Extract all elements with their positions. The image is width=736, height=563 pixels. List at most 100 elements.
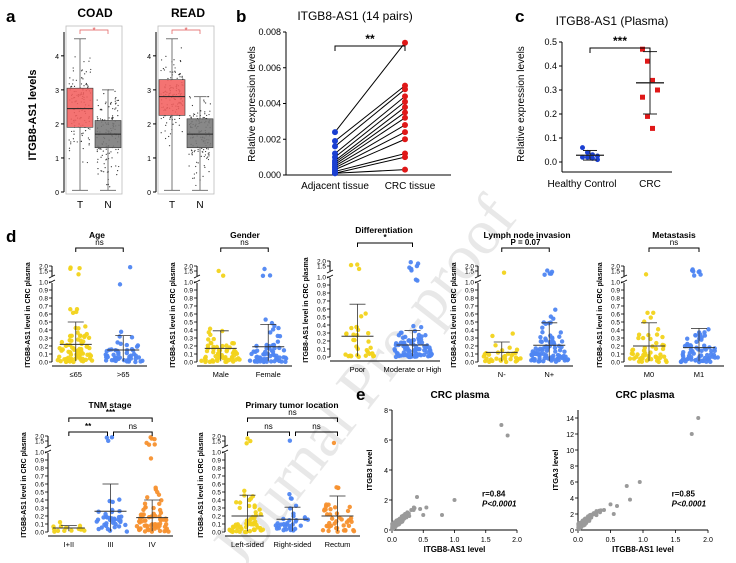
crc-point bbox=[650, 77, 655, 83]
x-tick-label: 1.0 bbox=[450, 537, 460, 544]
significance-label: ns bbox=[288, 408, 296, 417]
data-point bbox=[152, 442, 157, 447]
y-tick-label: 0.0 bbox=[611, 360, 620, 367]
crc-point bbox=[640, 94, 645, 100]
significance-label: ns bbox=[264, 422, 272, 431]
data-point bbox=[702, 330, 707, 335]
y-tick-label: 0.6 bbox=[39, 312, 48, 319]
y-tick-label: 8 bbox=[570, 464, 574, 471]
y-tick-label: 0 bbox=[570, 528, 574, 535]
jitter-point bbox=[117, 148, 119, 150]
y-tick-label: 0.8 bbox=[184, 296, 193, 303]
healthy-point bbox=[580, 145, 585, 151]
jitter-point bbox=[86, 84, 88, 86]
y-tick-label: 0.8 bbox=[35, 466, 44, 473]
chart-title: ITGB8-AS1 (14 pairs) bbox=[297, 9, 412, 23]
data-point bbox=[411, 505, 416, 510]
data-point bbox=[298, 523, 303, 528]
data-point bbox=[62, 528, 67, 534]
data-point bbox=[157, 501, 162, 507]
jitter-point bbox=[169, 117, 171, 119]
jitter-point bbox=[193, 113, 195, 115]
data-point bbox=[262, 349, 268, 355]
data-point bbox=[514, 358, 520, 363]
data-point bbox=[646, 332, 651, 338]
y-tick-label: 0.006 bbox=[258, 63, 281, 73]
data-point bbox=[275, 333, 280, 339]
y-tick-label: 0.1 bbox=[35, 522, 44, 529]
jitter-point bbox=[160, 69, 162, 72]
data-point bbox=[233, 351, 239, 356]
data-point bbox=[254, 348, 260, 353]
data-point bbox=[484, 356, 489, 361]
data-point bbox=[144, 440, 149, 446]
data-point bbox=[257, 355, 263, 361]
y-tick-label: 1.5 bbox=[465, 269, 474, 276]
data-point bbox=[550, 336, 555, 342]
x-tick-label: Poor bbox=[350, 365, 366, 374]
adjacent-point bbox=[332, 170, 338, 177]
data-point bbox=[591, 512, 596, 517]
data-point bbox=[658, 352, 663, 357]
jitter-point bbox=[112, 117, 114, 119]
data-point bbox=[124, 342, 130, 348]
data-point bbox=[416, 337, 422, 343]
jitter-point bbox=[195, 165, 197, 168]
jitter-point bbox=[68, 147, 71, 149]
jitter-point bbox=[108, 152, 111, 154]
jitter-point bbox=[68, 139, 70, 141]
jitter-point bbox=[197, 162, 199, 164]
data-point bbox=[55, 528, 61, 534]
data-point bbox=[532, 358, 537, 363]
data-point bbox=[270, 327, 276, 332]
jitter-point bbox=[87, 85, 89, 87]
x-axis-label: ITGB8-AS1 level bbox=[424, 545, 486, 554]
data-point bbox=[406, 338, 412, 343]
y-tick-label: 0.3 bbox=[184, 336, 193, 343]
data-point bbox=[134, 523, 140, 529]
data-point bbox=[413, 354, 419, 359]
data-point bbox=[117, 282, 123, 287]
jitter-point bbox=[87, 137, 90, 139]
panel-b: ITGB8-AS1 (14 pairs) 0.000 0.002 0.004 0.006… bbox=[247, 9, 451, 192]
jitter-point bbox=[99, 148, 101, 150]
pair-line bbox=[334, 42, 406, 133]
data-point bbox=[248, 496, 254, 501]
jitter-point bbox=[191, 151, 193, 153]
data-point bbox=[104, 353, 110, 358]
x-tick-label: Male bbox=[213, 370, 229, 379]
data-point bbox=[133, 359, 138, 365]
data-point bbox=[452, 498, 457, 502]
data-point bbox=[262, 266, 267, 272]
jitter-point bbox=[194, 149, 196, 152]
jitter-point bbox=[203, 116, 205, 119]
y-tick-label: 4 bbox=[384, 468, 388, 475]
data-point bbox=[267, 273, 273, 278]
data-point bbox=[149, 526, 154, 532]
data-point bbox=[698, 272, 703, 277]
chart-title: CRC plasma bbox=[431, 390, 490, 401]
x-tick-label: 2.0 bbox=[512, 537, 522, 544]
y-tick-label: 0 bbox=[384, 528, 388, 535]
panel-d-lymph: Lymph node invasion 0.00.10.20.30.40.50.6… bbox=[451, 230, 573, 379]
x-tick-label: 0.5 bbox=[606, 537, 616, 544]
data-point bbox=[229, 357, 235, 362]
jitter-point bbox=[170, 77, 172, 79]
jitter-point bbox=[90, 68, 92, 71]
data-point bbox=[556, 353, 562, 359]
y-tick-label: 2.0 bbox=[39, 264, 48, 271]
data-point bbox=[268, 330, 273, 335]
data-point bbox=[134, 344, 140, 349]
y-tick-label: 0.4 bbox=[611, 328, 620, 335]
data-point bbox=[406, 512, 411, 517]
data-point bbox=[627, 356, 633, 361]
jitter-point bbox=[189, 97, 191, 99]
data-point bbox=[539, 339, 544, 344]
data-point bbox=[124, 350, 130, 356]
data-point bbox=[251, 349, 256, 354]
jitter-point bbox=[203, 148, 205, 151]
y-tick-label: 0.6 bbox=[465, 312, 474, 319]
y-tick-label: 0.0 bbox=[465, 360, 474, 367]
jitter-point bbox=[197, 112, 199, 114]
